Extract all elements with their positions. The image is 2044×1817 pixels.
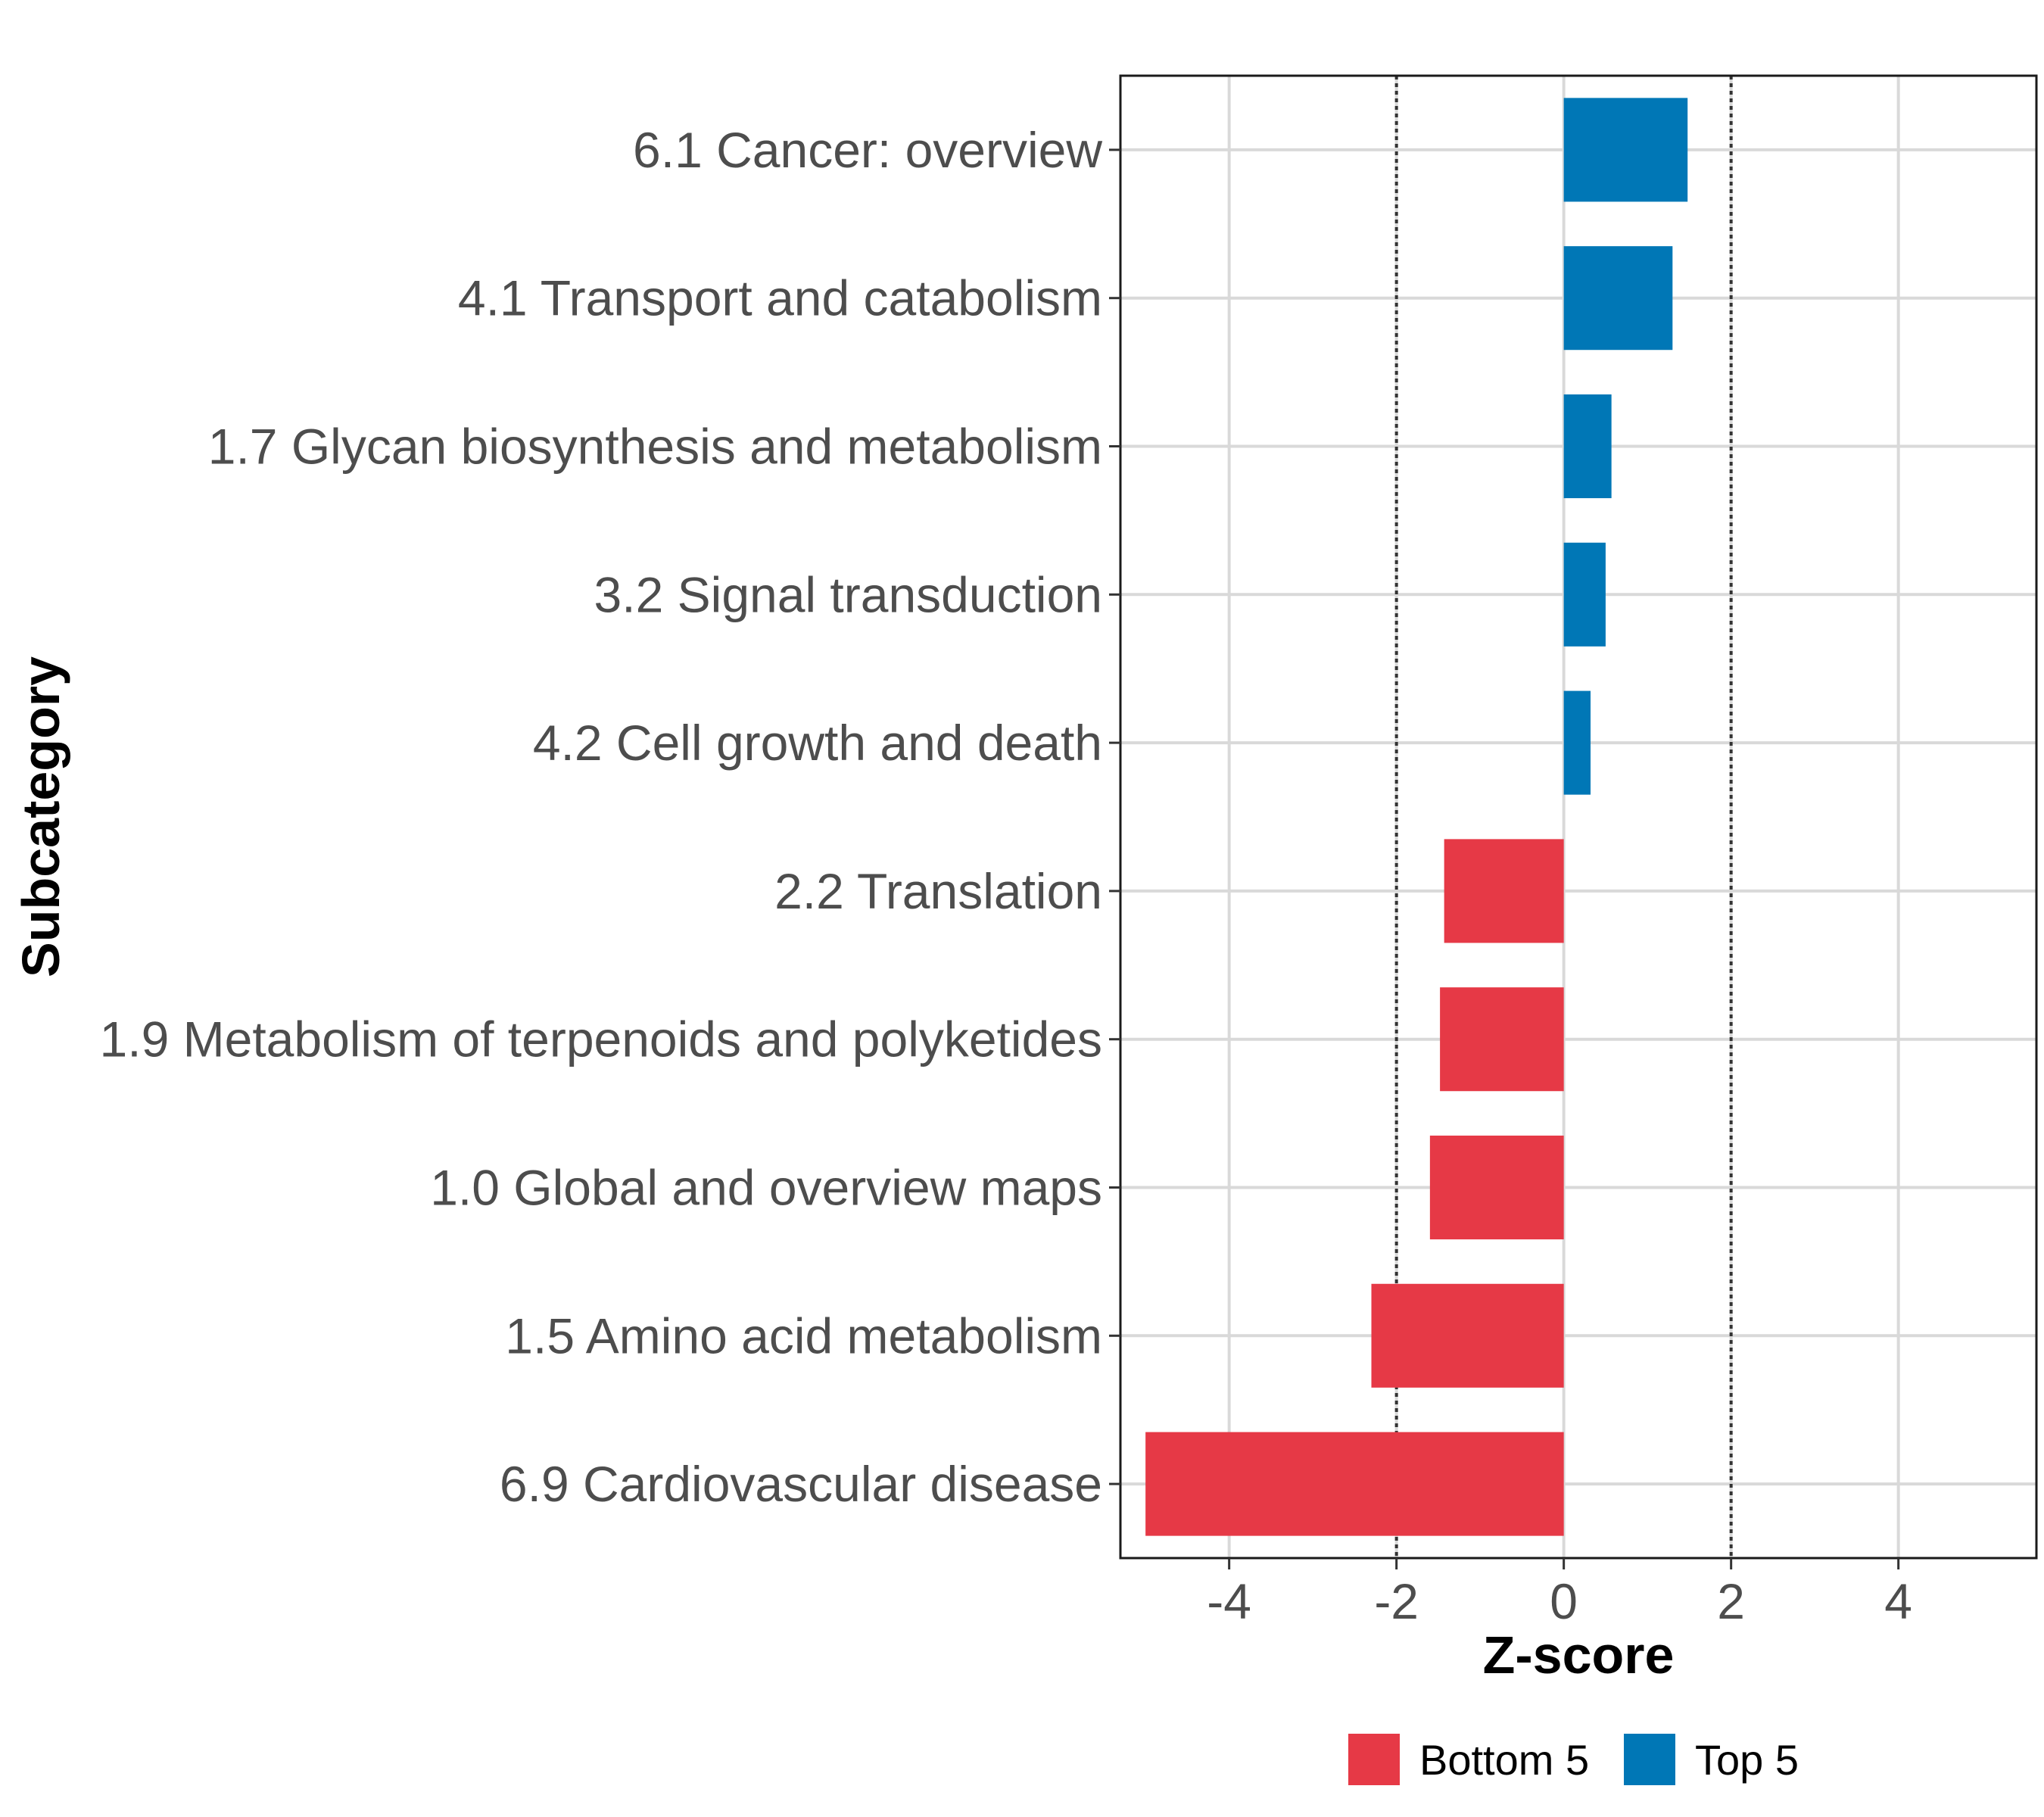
bar-3 bbox=[1563, 394, 1612, 499]
bar-1 bbox=[1563, 98, 1688, 202]
bar-7 bbox=[1440, 987, 1564, 1092]
y-tick-label: 4.1 Transport and catabolism bbox=[458, 270, 1102, 326]
y-tick-label: 3.2 Signal transduction bbox=[594, 566, 1102, 622]
bar-9 bbox=[1371, 1283, 1564, 1388]
y-tick-label: 2.2 Translation bbox=[774, 863, 1102, 919]
y-tick-label: 6.9 Cardiovascular disease bbox=[500, 1456, 1102, 1512]
bar-5 bbox=[1563, 690, 1591, 795]
bar-4 bbox=[1563, 542, 1606, 647]
legend-swatch-2 bbox=[1624, 1734, 1675, 1785]
bar-6 bbox=[1444, 839, 1564, 943]
bar-2 bbox=[1563, 246, 1673, 351]
y-tick-label: 1.0 Global and overview maps bbox=[430, 1160, 1102, 1216]
y-axis: 6.1 Cancer: overview 4.1 Transport and ca… bbox=[100, 122, 1120, 1512]
x-axis: -4 -2 0 2 4 bbox=[1207, 1558, 1912, 1629]
y-tick-label: 1.7 Glycan biosynthesis and metabolism bbox=[208, 419, 1102, 475]
bar-10 bbox=[1145, 1432, 1564, 1536]
x-tick-label: -4 bbox=[1207, 1573, 1251, 1629]
y-tick-label: 6.1 Cancer: overview bbox=[633, 122, 1102, 178]
y-axis-title: Subcategory bbox=[11, 656, 70, 977]
x-tick-label: 0 bbox=[1550, 1573, 1578, 1629]
y-tick-label: 4.2 Cell growth and death bbox=[533, 715, 1102, 771]
y-tick-label: 1.9 Metabolism of terpenoids and polyket… bbox=[100, 1011, 1102, 1067]
bar-8 bbox=[1429, 1135, 1564, 1240]
legend: Bottom 5 Top 5 bbox=[1348, 1734, 1799, 1785]
y-tick-label: 1.5 Amino acid metabolism bbox=[505, 1307, 1102, 1364]
x-tick-label: -2 bbox=[1374, 1573, 1419, 1629]
legend-label-2: Top 5 bbox=[1695, 1736, 1799, 1784]
plot-panel-border bbox=[1119, 74, 2038, 1560]
x-tick-label: 2 bbox=[1717, 1573, 1745, 1629]
legend-swatch-1 bbox=[1348, 1734, 1400, 1785]
bars bbox=[1145, 98, 1688, 1536]
legend-label-1: Bottom 5 bbox=[1419, 1736, 1589, 1784]
x-tick-label: 4 bbox=[1884, 1573, 1912, 1629]
x-axis-title: Z-score bbox=[1483, 1625, 1675, 1685]
